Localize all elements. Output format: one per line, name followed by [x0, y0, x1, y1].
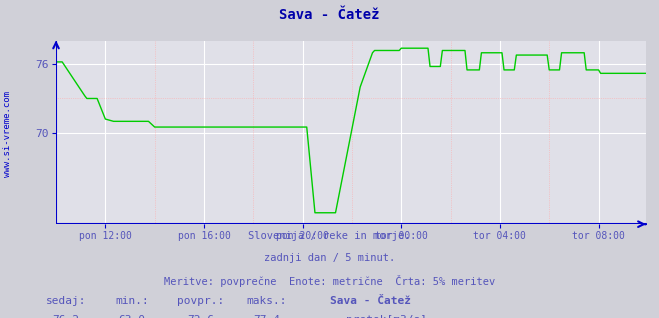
Text: 63,0: 63,0: [119, 315, 145, 318]
Text: pretok[m3/s]: pretok[m3/s]: [346, 315, 427, 318]
Text: 72,6: 72,6: [188, 315, 214, 318]
Text: Sava - Čatež: Sava - Čatež: [330, 296, 411, 306]
Text: 76,2: 76,2: [53, 315, 79, 318]
Text: zadnji dan / 5 minut.: zadnji dan / 5 minut.: [264, 253, 395, 263]
Text: povpr.:: povpr.:: [177, 296, 225, 306]
Text: sedaj:: sedaj:: [45, 296, 86, 306]
Text: 77,4: 77,4: [254, 315, 280, 318]
Text: min.:: min.:: [115, 296, 149, 306]
Text: www.si-vreme.com: www.si-vreme.com: [3, 91, 13, 176]
Text: Sava - Čatež: Sava - Čatež: [279, 8, 380, 22]
Text: Slovenija / reke in morje.: Slovenija / reke in morje.: [248, 231, 411, 240]
Text: ■: ■: [330, 315, 341, 318]
Text: Meritve: povprečne  Enote: metrične  Črta: 5% meritev: Meritve: povprečne Enote: metrične Črta:…: [164, 275, 495, 287]
Text: maks.:: maks.:: [246, 296, 287, 306]
